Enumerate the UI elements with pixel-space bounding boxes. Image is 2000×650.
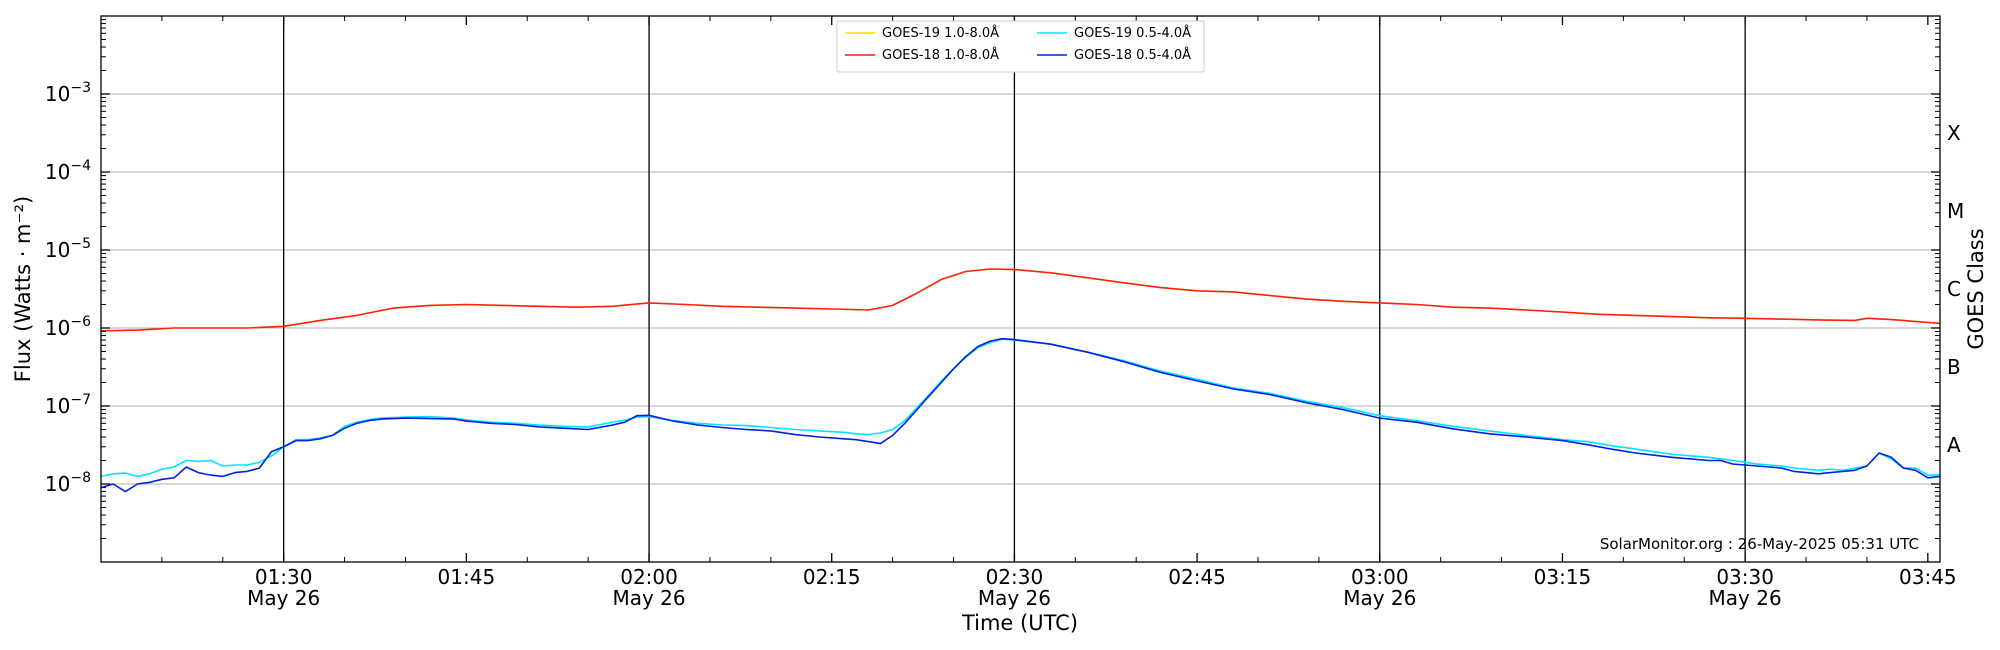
y-tick-base: 10 bbox=[45, 160, 70, 184]
y-tick-exponent: −6 bbox=[70, 314, 91, 330]
legend: GOES-19 1.0-8.0Å GOES-18 1.0-8.0Å GOES-19 … bbox=[836, 20, 1205, 73]
y-tick-base: 10 bbox=[45, 238, 70, 262]
goes-class-labels: A B C M X bbox=[1947, 121, 1964, 457]
axis-ticks bbox=[101, 16, 1940, 562]
credit-text: SolarMonitor.org : 26-May-2025 05:31 UTC bbox=[1600, 535, 1919, 553]
y-tick-label: 10−3 bbox=[45, 80, 91, 106]
series-line bbox=[101, 268, 1940, 332]
goes-class-label: A bbox=[1947, 433, 1961, 457]
x-tick-label: 03:00 bbox=[1351, 565, 1409, 589]
x-tick-label: 02:45 bbox=[1168, 565, 1226, 589]
legend-label: GOES-19 1.0-8.0Å bbox=[882, 25, 999, 41]
y-tick-exponent: −5 bbox=[70, 236, 91, 252]
x-tick-date: May 26 bbox=[978, 586, 1051, 610]
x-tick-label: 02:15 bbox=[803, 565, 861, 589]
x-tick-label: 01:30 bbox=[255, 565, 313, 589]
legend-label: GOES-18 1.0-8.0Å bbox=[882, 47, 999, 63]
y-tick-base: 10 bbox=[45, 316, 70, 340]
x-tick-label: 02:00 bbox=[620, 565, 678, 589]
x-axis-title: Time (UTC) bbox=[961, 611, 1078, 635]
time-markers bbox=[283, 16, 1746, 562]
goes-class-label: M bbox=[1947, 199, 1964, 223]
legend-label: GOES-19 0.5-4.0Å bbox=[1074, 25, 1191, 41]
series-line bbox=[101, 338, 1940, 478]
x-tick-date: May 26 bbox=[1343, 586, 1416, 610]
goes-class-label: C bbox=[1947, 277, 1961, 301]
y-tick-base: 10 bbox=[45, 472, 70, 496]
right-axis-title: GOES Class bbox=[1964, 228, 1988, 349]
y-tick-label: 10−7 bbox=[45, 392, 91, 418]
y-tick-label: 10−5 bbox=[45, 236, 91, 262]
y-tick-exponent: −8 bbox=[70, 470, 91, 486]
x-tick-label: 03:45 bbox=[1899, 565, 1957, 589]
y-tick-exponent: −3 bbox=[70, 80, 91, 96]
y-tick-label: 10−6 bbox=[45, 314, 91, 340]
y-tick-label: 10−4 bbox=[45, 158, 91, 184]
y-tick-base: 10 bbox=[45, 394, 70, 418]
y-tick-labels: 10−810−710−610−510−410−3 bbox=[45, 80, 91, 496]
legend-label: GOES-18 0.5-4.0Å bbox=[1074, 47, 1191, 63]
x-tick-label: 03:30 bbox=[1716, 565, 1774, 589]
x-tick-label: 02:30 bbox=[986, 565, 1044, 589]
goes-class-label: X bbox=[1947, 121, 1961, 145]
x-tick-label: 03:15 bbox=[1534, 565, 1592, 589]
x-tick-label: 01:45 bbox=[438, 565, 496, 589]
y-axis-title: Flux (Watts · m⁻²) bbox=[11, 196, 35, 382]
y-tick-exponent: −4 bbox=[70, 158, 91, 174]
x-tick-date: May 26 bbox=[612, 586, 685, 610]
legend-box bbox=[836, 20, 1205, 73]
series-lines bbox=[101, 268, 1940, 493]
x-tick-date: May 26 bbox=[247, 586, 320, 610]
x-tick-date: May 26 bbox=[1709, 586, 1782, 610]
goes-class-label: B bbox=[1947, 355, 1961, 379]
y-tick-label: 10−8 bbox=[45, 470, 91, 496]
y-tick-exponent: −7 bbox=[70, 392, 91, 408]
y-tick-base: 10 bbox=[45, 82, 70, 106]
series-line bbox=[101, 337, 1940, 493]
plot-frame bbox=[100, 15, 1941, 563]
grid-lines bbox=[101, 93, 1940, 485]
